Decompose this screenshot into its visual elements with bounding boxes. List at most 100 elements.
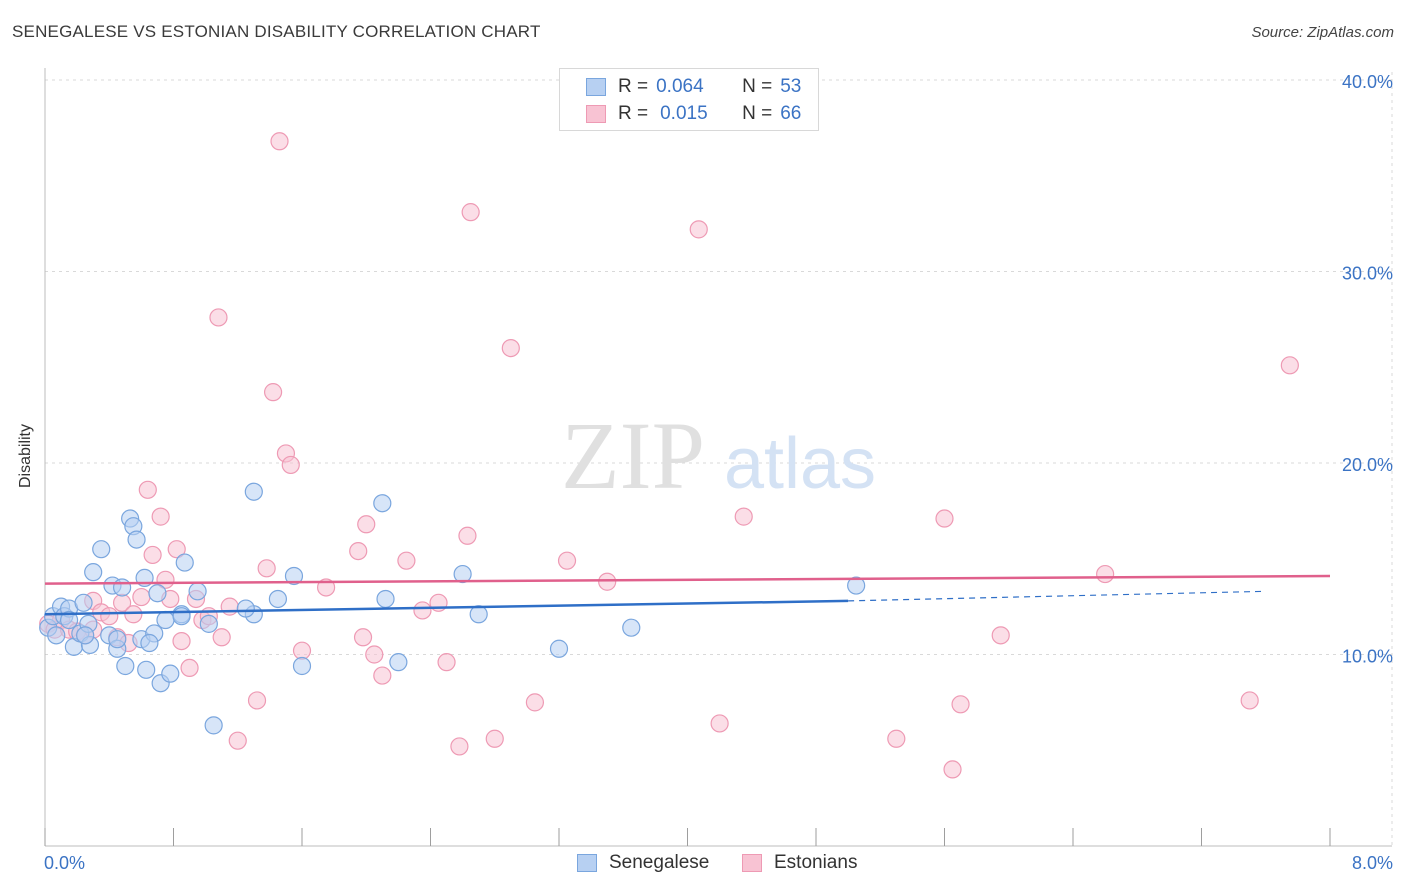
estonians-point (263, 383, 283, 402)
senegalese-point (549, 639, 569, 658)
watermark: ZIP atlas (561, 402, 876, 509)
estonians-point (220, 597, 239, 616)
estonians-point (151, 507, 170, 526)
senegalese-point (204, 716, 223, 735)
blue-swatch (586, 78, 606, 96)
estonians-point (461, 203, 480, 222)
watermark-atlas: atlas (724, 424, 876, 504)
senegalese-point (453, 564, 472, 584)
trend-lines (44, 574, 1331, 616)
senegalese-point (108, 630, 127, 649)
estonians-point (951, 695, 970, 714)
estonians-trend-line (44, 574, 1331, 585)
senegalese-trend-extension (848, 590, 1266, 602)
series-legend: Senegalese Estonians (0, 852, 1406, 876)
senegalese-point (84, 563, 103, 582)
estonians-point (209, 308, 228, 327)
estonians-point (689, 220, 708, 239)
estonians-point (124, 605, 143, 624)
senegalese-point (140, 633, 159, 653)
estonians-point (357, 515, 376, 534)
senegalese-point (373, 494, 392, 513)
estonians-point (132, 587, 151, 607)
estonians-point (373, 666, 392, 685)
r-value: 0.015 (660, 103, 708, 124)
estonians-point (413, 601, 432, 620)
senegalese-point (112, 578, 132, 597)
senegalese-point (175, 553, 194, 572)
chart-title: SENEGALESE VS ESTONIAN DISABILITY CORREL… (12, 22, 541, 41)
pink-swatch (742, 854, 762, 872)
axes (44, 68, 1392, 847)
estonians-point (943, 760, 962, 779)
senegalese-points (39, 482, 866, 735)
estonians-point (143, 545, 162, 565)
legend-item-senegalese[interactable]: Senegalese (577, 852, 709, 874)
senegalese-point (389, 653, 408, 672)
n-value: 66 (780, 103, 802, 124)
r-value: 0.064 (656, 76, 704, 97)
estonians-point (228, 731, 247, 750)
estonians-point (458, 526, 477, 545)
senegalese-point (127, 530, 146, 549)
senegalese-point (137, 660, 156, 679)
blue-swatch (577, 854, 597, 872)
senegalese-point (74, 593, 93, 612)
x-tick-label: 0.0% (44, 853, 85, 873)
r-label: R = (618, 76, 649, 97)
estonians-point (734, 507, 753, 526)
correlation-legend: R = 0.064 N = 53 R = 0.015 N = 66 (559, 68, 819, 131)
estonians-point (450, 737, 469, 756)
senegalese-point (376, 589, 395, 609)
x-tick-label: 8.0% (1352, 853, 1393, 873)
legend-item-estonians[interactable]: Estonians (742, 852, 857, 874)
senegalese-point (172, 607, 191, 626)
senegalese-point (47, 626, 66, 645)
watermark-zip: ZIP (561, 402, 705, 509)
pink-swatch (586, 105, 606, 123)
senegalese-point (92, 540, 111, 559)
estonians-point (525, 693, 545, 712)
legend-label-estonians: Estonians (774, 852, 858, 873)
estonians-point (437, 653, 456, 672)
estonians-point (180, 658, 199, 678)
estonians-point (1096, 564, 1115, 584)
estonians-point (485, 729, 504, 748)
n-label: N = (742, 103, 773, 124)
senegalese-point (76, 626, 95, 645)
estonians-point (100, 607, 119, 626)
estonians-point (138, 480, 157, 499)
estonians-point (172, 631, 191, 651)
y-tick-label: 40.0% (1342, 72, 1393, 92)
legend-row-senegalese: R = 0.064 N = 53 (586, 76, 801, 98)
gridlines (45, 72, 1393, 846)
estonians-point (557, 551, 577, 570)
senegalese-point (236, 599, 255, 618)
estonians-point (397, 551, 416, 570)
n-value: 53 (780, 76, 802, 97)
senegalese-point (148, 584, 167, 603)
estonians-point (501, 339, 520, 358)
estonians-point (598, 572, 617, 591)
senegalese-point (284, 566, 304, 586)
legend-row-estonians: R = 0.015 N = 66 (586, 103, 801, 125)
y-tick-label: 10.0% (1342, 647, 1393, 667)
estonians-point (365, 645, 384, 664)
senegalese-point (244, 482, 263, 501)
estonians-point (349, 541, 368, 561)
estonians-point (887, 729, 906, 748)
estonians-point (292, 641, 312, 660)
senegalese-point (469, 605, 488, 624)
senegalese-point (292, 656, 312, 676)
r-label: R = (618, 103, 649, 124)
n-label: N = (742, 76, 773, 97)
senegalese-point (268, 589, 288, 609)
estonians-point (212, 628, 231, 647)
estonians-point (991, 626, 1010, 645)
y-tick-label: 20.0% (1342, 455, 1393, 475)
senegalese-point (161, 664, 180, 683)
estonians-point (1240, 691, 1259, 710)
estonians-point (935, 509, 954, 528)
senegalese-point (59, 610, 79, 630)
